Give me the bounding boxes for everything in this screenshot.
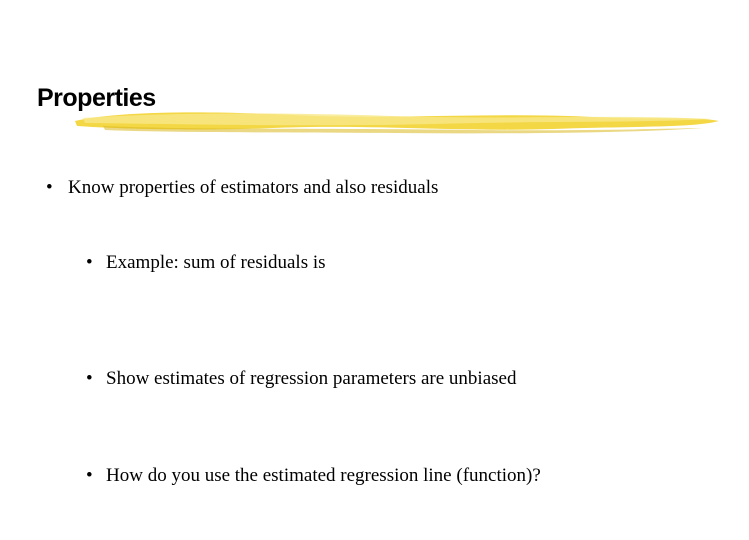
list-item: • Example: sum of residuals is (86, 251, 686, 276)
slide-title: Properties (37, 84, 156, 113)
list-item-text: Know properties of estimators and also r… (68, 176, 686, 201)
bullet-list: • Know properties of estimators and also… (46, 176, 686, 489)
list-item-text: Show estimates of regression parameters … (106, 367, 686, 392)
bullet-icon: • (86, 464, 106, 489)
sub-list: • Example: sum of residuals is • Show es… (86, 251, 686, 489)
list-item-text: Example: sum of residuals is (106, 251, 686, 276)
slide: Properties • Know properties of estimato… (0, 0, 749, 540)
bullet-icon: • (46, 176, 68, 201)
list-item: • Know properties of estimators and also… (46, 176, 686, 201)
spacer (46, 201, 686, 251)
bullet-icon: • (86, 367, 106, 392)
list-item-text: How do you use the estimated regression … (106, 464, 686, 489)
spacer (86, 392, 686, 464)
list-item: • Show estimates of regression parameter… (86, 367, 686, 392)
brush-underline (73, 106, 723, 138)
bullet-icon: • (86, 251, 106, 276)
list-item: • How do you use the estimated regressio… (86, 464, 686, 489)
spacer (86, 275, 686, 367)
